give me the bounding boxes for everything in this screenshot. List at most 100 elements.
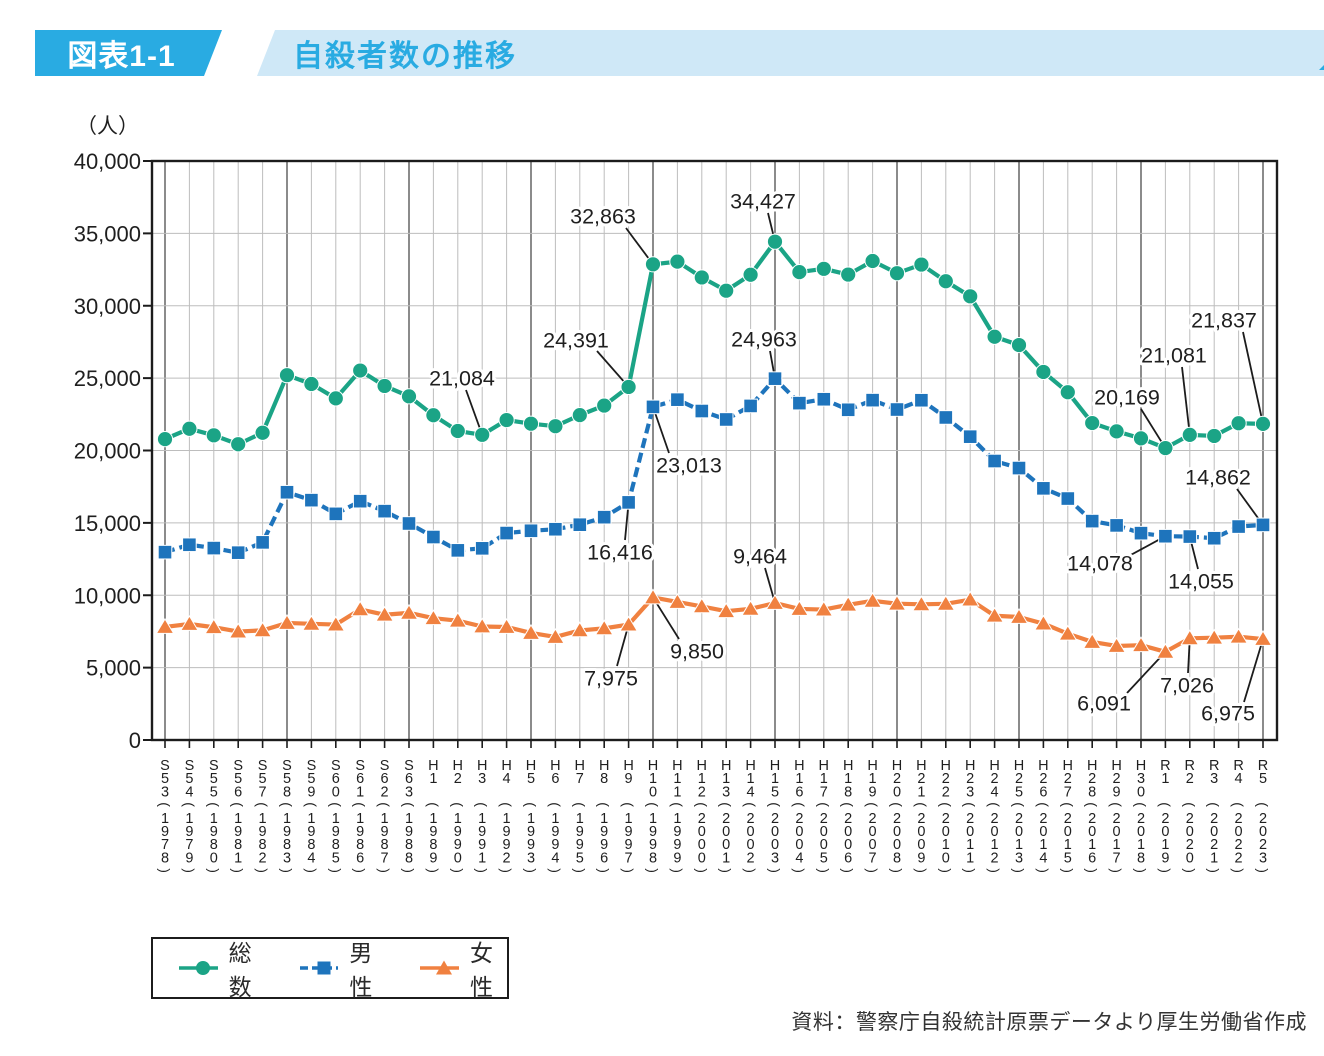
svg-text:5: 5: [1064, 850, 1072, 866]
svg-text:2: 2: [771, 811, 779, 827]
svg-text:1: 1: [161, 811, 169, 827]
svg-text:0: 0: [942, 824, 950, 840]
svg-text:2: 2: [1186, 771, 1194, 787]
svg-text:2: 2: [259, 850, 267, 866]
svg-text:7: 7: [1064, 784, 1072, 800]
svg-text:0: 0: [1137, 824, 1145, 840]
svg-text:1: 1: [405, 811, 413, 827]
svg-text:H: H: [1014, 758, 1024, 774]
svg-text:9: 9: [551, 824, 559, 840]
svg-text:0: 0: [844, 837, 852, 853]
data-point-male: [621, 495, 636, 510]
svg-text:9: 9: [356, 824, 364, 840]
svg-text:): ): [1206, 868, 1222, 873]
data-point-female: [399, 603, 419, 620]
svg-text:0: 0: [795, 837, 803, 853]
svg-text:9: 9: [478, 824, 486, 840]
legend-marker-square-icon: [299, 961, 339, 975]
svg-text:H: H: [794, 758, 804, 774]
svg-text:0: 0: [991, 824, 999, 840]
data-point-total: [1206, 427, 1223, 445]
svg-text:1: 1: [795, 771, 803, 787]
data-point-male: [499, 525, 514, 541]
svg-text:S: S: [380, 758, 390, 774]
svg-text:): ): [328, 868, 344, 873]
svg-text:(: (: [694, 802, 710, 807]
svg-text:H: H: [1063, 758, 1073, 774]
svg-text:0: 0: [869, 824, 877, 840]
svg-text:(: (: [1157, 802, 1173, 807]
annotation-value: 16,416: [587, 541, 653, 565]
svg-text:(: (: [1206, 802, 1222, 807]
svg-text:0: 0: [844, 824, 852, 840]
data-point-total: [1010, 336, 1028, 354]
data-point-male: [1036, 481, 1051, 496]
annotation-value: 14,055: [1168, 570, 1234, 594]
svg-text:(: (: [1035, 802, 1051, 807]
svg-text:8: 8: [283, 837, 291, 853]
svg-text:): ): [889, 868, 905, 873]
svg-text:2: 2: [966, 771, 974, 787]
y-tick-label: 5,000: [86, 656, 141, 681]
svg-text:(: (: [621, 802, 637, 807]
svg-text:6: 6: [332, 771, 340, 787]
svg-text:9: 9: [234, 824, 242, 840]
data-point-female: [155, 617, 175, 634]
svg-text:(: (: [255, 802, 271, 807]
svg-text:9: 9: [527, 824, 535, 840]
svg-text:2: 2: [747, 811, 755, 827]
svg-text:1: 1: [551, 811, 559, 827]
data-point-male: [792, 395, 807, 411]
data-point-male: [304, 492, 319, 508]
svg-text:1: 1: [649, 811, 657, 827]
svg-text:1: 1: [381, 811, 389, 827]
data-point-total: [449, 422, 466, 440]
data-point-female: [448, 611, 468, 628]
svg-text:H: H: [965, 758, 975, 774]
data-point-female: [863, 591, 883, 608]
data-point-male: [401, 516, 417, 531]
annotation-leader: [652, 596, 680, 640]
figure-title: 自殺者数の推移: [293, 40, 517, 73]
svg-text:(: (: [206, 802, 222, 807]
data-point-total: [181, 420, 198, 437]
svg-text:(: (: [889, 802, 905, 807]
data-point-male: [840, 402, 856, 418]
svg-text:7: 7: [161, 837, 169, 853]
data-point-male: [767, 371, 783, 386]
svg-text:): ): [523, 868, 539, 873]
svg-text:9: 9: [527, 837, 535, 853]
svg-text:1: 1: [966, 837, 974, 853]
svg-text:9: 9: [673, 850, 681, 866]
svg-text:7: 7: [1113, 850, 1121, 866]
svg-text:1: 1: [673, 784, 681, 800]
svg-text:8: 8: [649, 850, 657, 866]
svg-text:0: 0: [771, 837, 779, 853]
annotation-value: 14,862: [1185, 466, 1251, 490]
svg-text:8: 8: [161, 850, 169, 866]
svg-text:0: 0: [698, 824, 706, 840]
svg-text:2: 2: [893, 811, 901, 827]
svg-text:3: 3: [1210, 771, 1218, 787]
data-point-female: [1131, 636, 1151, 653]
svg-text:): ): [377, 868, 393, 873]
data-point-total: [547, 418, 564, 435]
data-point-male: [157, 544, 173, 560]
svg-text:(: (: [816, 802, 832, 807]
y-tick-label: 35,000: [74, 221, 141, 246]
svg-text:(: (: [328, 802, 344, 807]
data-point-male: [962, 429, 978, 444]
legend-label: 総数: [228, 940, 252, 1000]
data-point-male: [743, 398, 758, 414]
svg-text:2: 2: [1088, 811, 1096, 827]
annotation-leader: [1243, 638, 1264, 703]
data-point-total: [644, 256, 662, 273]
svg-text:(: (: [450, 802, 466, 807]
